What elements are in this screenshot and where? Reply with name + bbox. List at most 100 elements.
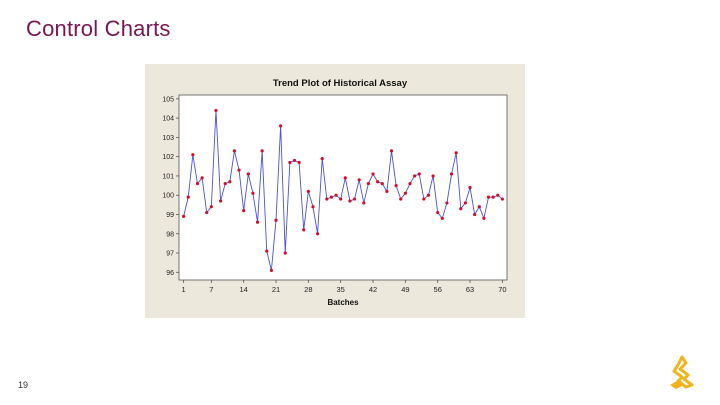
data-point	[366, 182, 371, 186]
corporate-logo-icon	[670, 355, 694, 389]
data-point	[468, 185, 472, 190]
data-point	[500, 197, 504, 201]
data-point	[283, 251, 287, 255]
data-point	[496, 193, 500, 197]
data-point	[445, 201, 449, 205]
data-point	[422, 197, 426, 201]
data-point	[362, 201, 366, 205]
trend-chart: Trend Plot of Historical Assay 96 97 98 99 1…	[145, 64, 525, 318]
x-tick-label: 1	[182, 285, 186, 294]
data-point	[306, 189, 310, 193]
y-tick-label: 99	[166, 212, 174, 219]
data-point	[297, 160, 301, 165]
data-point	[182, 214, 186, 219]
y-tick-label: 100	[162, 193, 174, 200]
y-tick-label: 101	[162, 173, 174, 180]
y-tick-label: 96	[166, 270, 174, 277]
data-point	[380, 182, 384, 186]
data-point	[352, 197, 357, 201]
x-tick-label: 56	[434, 285, 442, 294]
data-point	[376, 180, 380, 184]
data-point	[242, 209, 246, 213]
data-point	[205, 210, 209, 215]
data-point	[486, 195, 491, 199]
data-point	[403, 191, 407, 195]
x-tick-label: 70	[498, 285, 506, 294]
data-point	[186, 195, 190, 199]
x-tick-label: 14	[240, 285, 248, 294]
data-point	[339, 197, 343, 201]
data-point	[334, 193, 338, 197]
data-point	[214, 108, 218, 113]
data-point	[329, 195, 334, 199]
y-tick-label: 97	[166, 251, 174, 258]
data-point	[389, 149, 394, 153]
data-point	[279, 124, 283, 128]
data-point	[288, 160, 292, 165]
page-number: 19	[18, 380, 29, 390]
data-point	[449, 172, 454, 176]
data-point	[260, 149, 264, 153]
data-point	[195, 182, 200, 186]
data-point	[320, 156, 324, 161]
data-point	[302, 228, 306, 232]
data-point	[292, 158, 297, 163]
data-point	[440, 216, 444, 220]
x-tick-label: 42	[369, 285, 377, 294]
x-tick-label: 21	[272, 285, 280, 294]
data-point	[417, 172, 421, 176]
data-point	[200, 176, 204, 180]
data-point	[491, 195, 495, 199]
y-tick-label: 105	[162, 96, 174, 103]
assay-series-points	[182, 108, 504, 272]
data-point	[357, 178, 361, 182]
data-point	[385, 189, 389, 193]
y-tick-label: 102	[162, 154, 174, 161]
y-tick-label: 104	[162, 116, 174, 123]
data-point	[463, 201, 468, 205]
x-axis-label: Batches	[327, 298, 359, 307]
data-point	[454, 151, 458, 155]
data-point	[399, 197, 403, 201]
data-point	[436, 210, 440, 215]
data-point	[348, 199, 352, 203]
chart-title: Trend Plot of Historical Assay	[273, 78, 408, 89]
data-point	[482, 216, 486, 220]
data-point	[426, 193, 431, 197]
data-point	[223, 182, 227, 186]
data-point	[325, 197, 329, 201]
y-tick-label: 103	[162, 135, 174, 142]
data-point	[228, 180, 232, 184]
y-tick-label: 98	[166, 231, 174, 238]
data-point	[251, 191, 255, 195]
data-point	[191, 153, 195, 157]
data-point	[274, 218, 278, 222]
data-point	[255, 220, 260, 224]
x-tick-label: 35	[337, 285, 345, 294]
data-point	[237, 168, 241, 172]
data-point	[232, 149, 237, 153]
data-point	[473, 212, 477, 217]
assay-series-line	[183, 110, 503, 271]
data-point	[408, 182, 412, 186]
data-point	[477, 205, 481, 209]
y-axis: 96 97 98 99 100 101 102 103 104 105	[162, 96, 179, 277]
data-point	[431, 174, 435, 178]
data-point	[218, 199, 223, 203]
data-point	[315, 232, 320, 236]
data-point	[394, 183, 398, 188]
x-tick-label: 63	[466, 285, 474, 294]
x-axis: 1 7 14 21 28 35 42 49 56 63 70	[182, 280, 507, 294]
data-point	[311, 205, 315, 209]
slide-title: Control Charts	[26, 16, 171, 41]
data-point	[459, 207, 463, 211]
data-point	[343, 176, 347, 180]
data-point	[371, 172, 375, 176]
x-tick-label: 7	[209, 285, 213, 294]
x-tick-label: 49	[401, 285, 409, 294]
data-point	[413, 174, 417, 178]
x-tick-label: 28	[304, 285, 312, 294]
data-point	[209, 205, 213, 209]
data-point	[246, 172, 250, 176]
data-point	[269, 268, 273, 272]
